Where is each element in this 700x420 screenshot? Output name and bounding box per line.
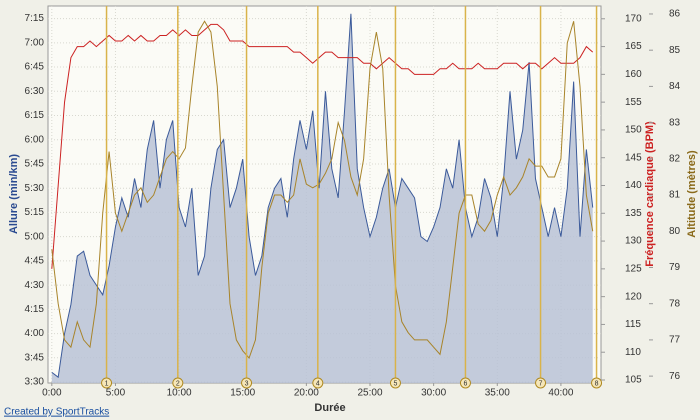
y-tick-label: 5:45 <box>25 159 45 170</box>
y2-tick-label: 120 <box>625 291 642 302</box>
lap-badge <box>312 377 324 389</box>
lap-label: 6 <box>464 380 468 387</box>
y-tick-label: 5:00 <box>25 231 45 242</box>
y3-tick-label: 86 <box>669 9 681 20</box>
y-tick-label: 4:15 <box>25 304 45 315</box>
x-tick-label: 35:00 <box>485 388 510 399</box>
y3-tick-label: 83 <box>669 117 681 128</box>
lap-label: 1 <box>105 380 109 387</box>
y-tick-label: 3:45 <box>25 352 45 363</box>
x-tick-label: 0:00 <box>42 388 62 399</box>
y3-tick-label: 76 <box>669 371 681 382</box>
x-tick-label: 40:00 <box>548 388 573 399</box>
y2-tick-label: 105 <box>625 375 642 386</box>
y3-tick-label: 85 <box>669 45 681 56</box>
x-tick-label: 20:00 <box>294 388 319 399</box>
lap-badge <box>241 377 253 389</box>
lap-label: 7 <box>539 380 543 387</box>
y2-tick-label: 110 <box>625 347 641 358</box>
y2-tick-label: 145 <box>625 152 642 163</box>
x-axis-title: Durée <box>314 402 345 414</box>
x-tick-label: 30:00 <box>421 388 446 399</box>
x-tick-label: 15:00 <box>230 388 255 399</box>
y-axis-title: Allure (min/km) <box>8 154 20 234</box>
lap-badge <box>172 377 184 389</box>
y-tick-label: 6:00 <box>25 134 45 145</box>
area-line <box>51 13 594 379</box>
lap-label: 5 <box>394 380 398 387</box>
x-tick-label: 5:00 <box>106 388 126 399</box>
y2-tick-label: 135 <box>625 208 642 219</box>
lap-badge <box>459 377 471 389</box>
y3-tick-label: 81 <box>669 190 681 201</box>
y2-tick-label: 130 <box>625 236 642 247</box>
y-tick-label: 7:15 <box>25 13 45 24</box>
y3-tick-label: 77 <box>669 335 681 346</box>
x-tick-label: 10:00 <box>167 388 192 399</box>
y3-axis-title: Altitude (mètres) <box>686 150 698 238</box>
y2-tick-label: 165 <box>625 41 642 52</box>
y2-tick-label: 160 <box>625 69 642 80</box>
y2-axis-title: Fréquence cardiaque (BPM) <box>644 121 656 267</box>
footer-link[interactable]: Created by SportTracks <box>4 407 109 418</box>
y-tick-label: 4:00 <box>25 328 45 339</box>
area-fill <box>51 13 593 383</box>
y-tick-label: 4:30 <box>25 280 45 291</box>
y-tick-label: 3:30 <box>25 377 45 388</box>
y2-tick-label: 140 <box>625 180 642 191</box>
y2-tick-label: 125 <box>625 263 642 274</box>
y2-tick-label: 155 <box>625 97 642 108</box>
y-tick-label: 4:45 <box>25 256 45 267</box>
lap-badge <box>101 377 113 389</box>
lap-badge <box>591 377 603 389</box>
y2-tick-label: 170 <box>625 13 642 24</box>
y-tick-label: 6:45 <box>25 62 45 73</box>
y3-tick-label: 84 <box>669 81 681 92</box>
y3-tick-label: 82 <box>669 153 681 164</box>
y3-tick-label: 79 <box>669 262 681 273</box>
series-line <box>51 23 594 269</box>
y3-tick-label: 80 <box>669 226 681 237</box>
x-tick-label: 25:00 <box>357 388 382 399</box>
lap-label: 8 <box>595 380 599 387</box>
y-tick-label: 5:15 <box>25 207 45 218</box>
y3-tick-label: 78 <box>669 298 681 309</box>
y-tick-label: 5:30 <box>25 183 45 194</box>
lap-badge <box>535 377 547 389</box>
y-tick-label: 6:30 <box>25 86 45 97</box>
y2-tick-label: 115 <box>625 319 641 330</box>
lap-label: 3 <box>245 380 249 387</box>
y-tick-label: 7:00 <box>25 37 45 48</box>
lap-label: 2 <box>176 380 180 387</box>
series-line <box>51 20 594 359</box>
y-tick-label: 6:15 <box>25 110 45 121</box>
y2-tick-label: 150 <box>625 125 642 136</box>
lap-badge <box>389 377 401 389</box>
lap-label: 4 <box>316 380 320 387</box>
